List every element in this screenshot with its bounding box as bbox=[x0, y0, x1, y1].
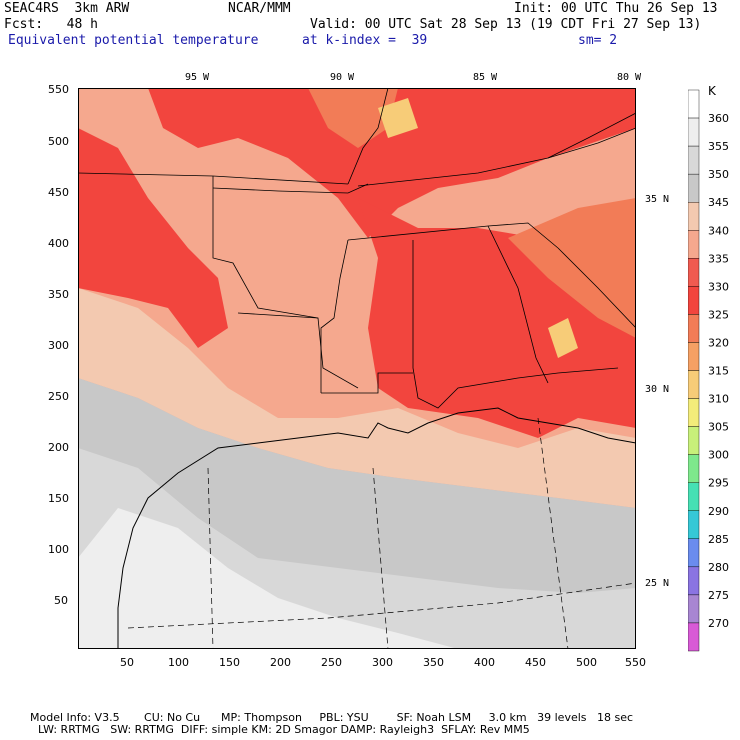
theta-e-330-region bbox=[358, 198, 636, 438]
theta-e-315-region bbox=[548, 318, 578, 358]
colorbar-level-label: 320 bbox=[708, 336, 729, 349]
colorbar-swatch bbox=[688, 89, 700, 119]
colorbar-swatch bbox=[688, 145, 700, 175]
colorbar-level-label: 295 bbox=[708, 477, 729, 490]
y-tick: 50 bbox=[54, 594, 68, 607]
x-tick: 400 bbox=[474, 656, 495, 669]
colorbar-level-label: 315 bbox=[708, 365, 729, 378]
colorbar-swatch bbox=[688, 510, 700, 539]
colorbar-swatch bbox=[688, 426, 700, 455]
theta-e-325-region bbox=[308, 88, 398, 148]
colorbar-swatch bbox=[688, 314, 700, 343]
init-time: Init: 00 UTC Thu 26 Sep 13 bbox=[514, 1, 718, 16]
colorbar-swatch bbox=[688, 594, 700, 624]
colorbar-swatch bbox=[688, 566, 700, 596]
x-tick: 550 bbox=[625, 656, 646, 669]
colorbar-level-label: 335 bbox=[708, 252, 729, 265]
colorbar-level-label: 355 bbox=[708, 140, 729, 153]
y-tick: 350 bbox=[48, 288, 69, 301]
colorbar-swatch bbox=[688, 230, 700, 259]
x-tick: 500 bbox=[576, 656, 597, 669]
x-tick: 150 bbox=[219, 656, 240, 669]
model-info-line1: Model Info: V3.5 CU: No Cu MP: Thompson … bbox=[30, 711, 634, 724]
colorbar-swatch bbox=[688, 482, 700, 511]
theta-e-355-region bbox=[78, 508, 458, 649]
lat-label-30n: 30 N bbox=[645, 384, 670, 395]
lat-label-35n: 35 N bbox=[645, 194, 670, 205]
lat-label-25n: 25 N bbox=[645, 578, 670, 589]
colorbar-level-label: 360 bbox=[708, 112, 729, 125]
model-info-line2: LW: RRTMG SW: RRTMG DIFF: simple KM: 2D … bbox=[38, 723, 530, 736]
y-tick: 100 bbox=[48, 543, 69, 556]
colorbar-swatch bbox=[688, 173, 700, 203]
colorbar-level-label: 285 bbox=[708, 533, 729, 546]
x-tick: 200 bbox=[270, 656, 291, 669]
colorbar-level-label: 280 bbox=[708, 561, 729, 574]
lat-lon-grid bbox=[127, 417, 636, 649]
lon-label-85w: 85 W bbox=[473, 72, 498, 83]
colorbar-swatch bbox=[688, 286, 700, 315]
forecast-hour: Fcst: 48 h bbox=[4, 17, 98, 32]
y-tick: 550 bbox=[48, 83, 69, 96]
theta-e-315-region bbox=[378, 98, 418, 138]
x-tick: 300 bbox=[372, 656, 393, 669]
map-border bbox=[78, 88, 636, 649]
lon-label-90w: 90 W bbox=[330, 72, 355, 83]
field-name: Equivalent potential temperature bbox=[8, 33, 259, 48]
color-scale-legend: K 360 355 350 345 340 335 330 325 320 315 310 305 30… bbox=[688, 84, 740, 657]
gulf-coastline bbox=[117, 407, 636, 649]
lon-label-95w: 95 W bbox=[185, 72, 210, 83]
colorbar-swatch bbox=[688, 538, 700, 568]
x-tick: 450 bbox=[525, 656, 546, 669]
colorbar-swatch bbox=[688, 454, 700, 483]
y-tick: 300 bbox=[48, 339, 69, 352]
y-tick: 500 bbox=[48, 135, 69, 148]
level-label: at k-index = 39 bbox=[302, 33, 428, 48]
colorbar-swatch bbox=[688, 117, 700, 147]
colorbar-swatches: 360 355 350 345 340 335 330 325 320 315 310 305 300 2… bbox=[688, 89, 729, 652]
x-tick: 50 bbox=[120, 656, 134, 669]
state-borders bbox=[78, 88, 636, 409]
colorbar-swatch bbox=[688, 398, 700, 427]
y-tick: 200 bbox=[48, 441, 69, 454]
smoothing-label: sm= 2 bbox=[578, 33, 618, 48]
colorbar-level-label: 325 bbox=[708, 308, 729, 321]
y-tick: 250 bbox=[48, 390, 69, 403]
y-tick: 400 bbox=[48, 237, 69, 250]
organization-label: NCAR/MMM bbox=[228, 1, 291, 16]
colorbar-unit: K bbox=[708, 84, 716, 98]
colorbar-level-label: 330 bbox=[708, 280, 729, 293]
colorbar-level-label: 345 bbox=[708, 196, 729, 209]
colorbar-swatch bbox=[688, 370, 700, 399]
x-tick: 100 bbox=[168, 656, 189, 669]
x-tick: 250 bbox=[321, 656, 342, 669]
map-panel bbox=[78, 88, 636, 649]
colorbar-level-label: 340 bbox=[708, 224, 729, 237]
theta-e-340-region bbox=[78, 288, 636, 508]
colorbar-level-label: 300 bbox=[708, 449, 729, 462]
x-tick: 350 bbox=[423, 656, 444, 669]
colorbar-level-label: 290 bbox=[708, 505, 729, 518]
theta-e-335-region bbox=[78, 128, 228, 348]
valid-time: Valid: 00 UTC Sat 28 Sep 13 (19 CDT Fri … bbox=[310, 17, 702, 32]
lon-label-80w: 80 W bbox=[617, 72, 642, 83]
colorbar-level-label: 350 bbox=[708, 168, 729, 181]
colorbar-level-label: 305 bbox=[708, 421, 729, 434]
colorbar-level-label: 270 bbox=[708, 617, 729, 630]
colorbar-swatch bbox=[688, 258, 700, 287]
y-tick: 150 bbox=[48, 492, 69, 505]
colorbar-swatch bbox=[688, 622, 700, 652]
colorbar-level-label: 310 bbox=[708, 393, 729, 406]
colorbar-swatch bbox=[688, 201, 700, 231]
colorbar-swatch bbox=[688, 342, 700, 371]
model-title: SEAC4RS 3km ARW bbox=[4, 1, 130, 16]
colorbar-level-label: 275 bbox=[708, 589, 729, 602]
y-tick: 450 bbox=[48, 186, 69, 199]
